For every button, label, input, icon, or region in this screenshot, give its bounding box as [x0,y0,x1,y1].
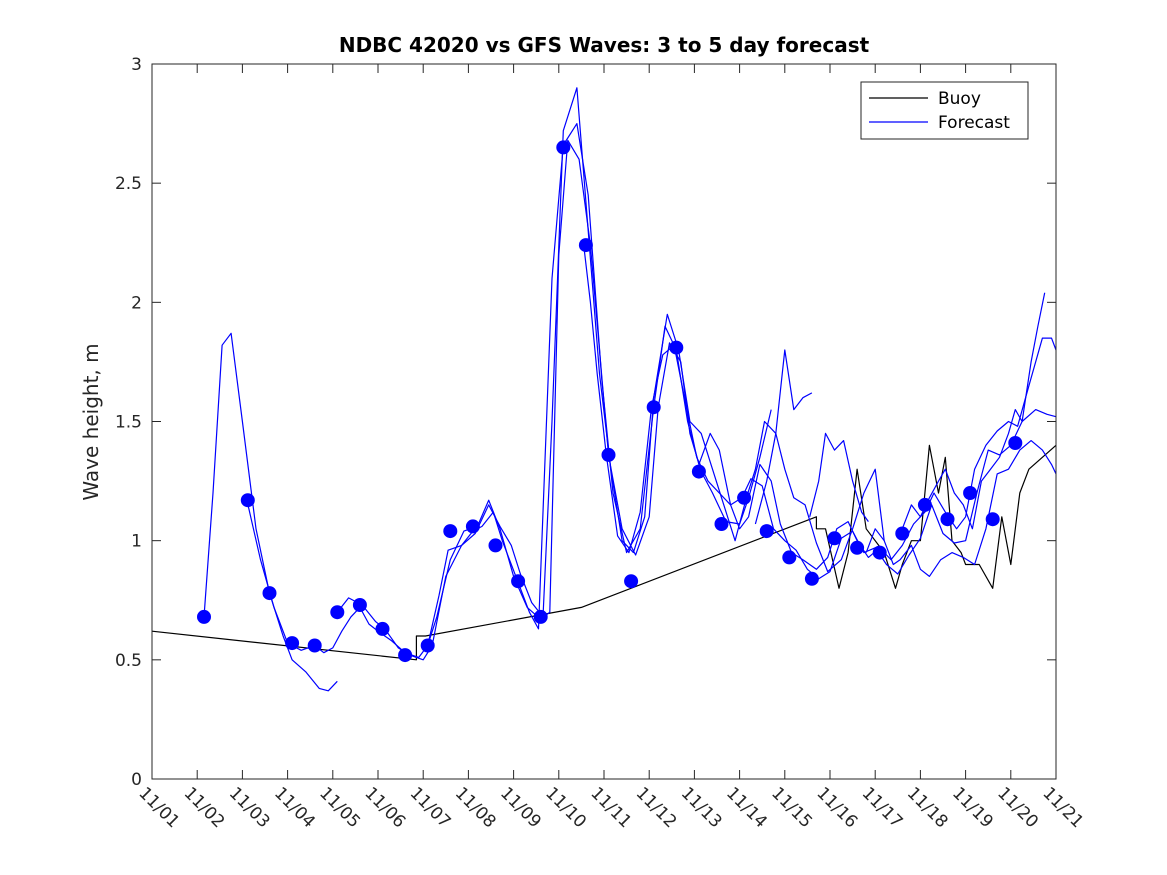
forecast-marker-24 [759,524,774,539]
forecast-marker-8 [398,648,413,663]
forecast-marker-7 [375,621,390,636]
forecast-marker-27 [827,531,842,546]
y-tick-label: 2.5 [115,174,142,194]
forecast-marker-1 [240,493,255,508]
y-tick-label: 1.5 [115,413,142,433]
forecast-marker-30 [895,526,910,541]
legend-box [860,81,1029,140]
forecast-marker-0 [197,609,211,624]
forecast-marker-18 [624,574,639,589]
forecast-marker-35 [1008,436,1023,450]
y-axis-label: Wave height, m [79,343,103,500]
forecast-marker-32 [940,512,955,527]
forecast-marker-23 [737,490,752,505]
series-line-forecast-4 [427,123,1057,646]
forecast-marker-17 [601,447,616,462]
forecast-marker-6 [352,598,367,612]
forecast-marker-13 [511,574,526,589]
y-tick-label: 0.5 [115,651,142,671]
forecast-marker-22 [714,517,729,531]
forecast-marker-28 [850,540,865,555]
series-line-forecast-7 [809,432,869,522]
forecast-marker-21 [691,464,706,479]
forecast-marker-10 [443,524,458,539]
plot-area [151,87,1057,692]
forecast-marker-25 [782,550,797,565]
y-tick-label: 1 [131,532,142,552]
y-tick-label: 3 [131,55,142,75]
forecast-marker-4 [307,638,322,653]
series-line-forecast-8 [865,440,1057,577]
y-tick-label: 0 [131,770,142,790]
forecast-marker-29 [872,545,887,560]
forecast-marker-15 [556,140,571,155]
legend-buoy-label: Buoy [938,89,981,109]
forecast-marker-33 [963,486,978,500]
forecast-marker-9 [420,638,435,653]
forecast-marker-16 [578,238,593,253]
forecast-marker-3 [285,636,300,651]
forecast-marker-20 [669,340,684,355]
y-tick-label: 2 [131,293,142,313]
forecast-marker-11 [465,519,480,534]
forecast-marker-2 [262,586,277,601]
forecast-marker-26 [804,571,819,586]
forecast-marker-34 [985,512,1000,527]
series-line-forecast-6 [754,349,813,525]
forecast-marker-5 [330,605,345,620]
forecast-marker-31 [917,497,932,512]
chart-title: NDBC 42020 vs GFS Waves: 3 to 5 day fore… [339,33,870,57]
forecast-marker-19 [646,400,661,415]
forecast-marker-14 [533,609,548,624]
legend: Buoy Forecast [860,81,1029,140]
forecast-marker-12 [488,538,503,553]
legend-forecast-label: Forecast [938,113,1010,133]
